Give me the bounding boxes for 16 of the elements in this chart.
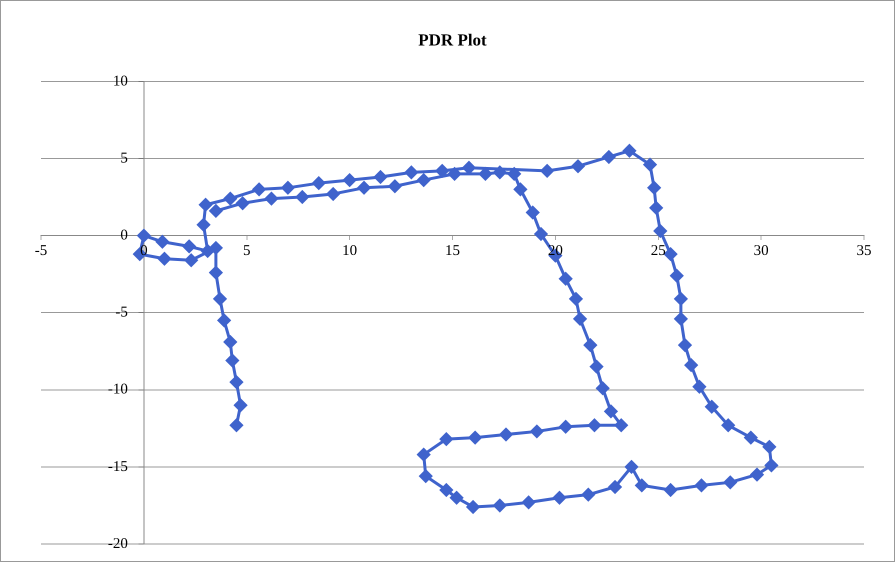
- y-tick-label: -20: [108, 536, 128, 552]
- x-tick-label: 0: [140, 243, 148, 260]
- y-tick-label: 0: [120, 228, 128, 244]
- x-tick-label: 10: [342, 243, 358, 260]
- y-tick-label: -5: [115, 304, 128, 321]
- y-tick-label: -15: [108, 458, 128, 475]
- y-tick-label: 5: [120, 150, 128, 166]
- x-tick-label: 35: [856, 243, 872, 260]
- y-tick-label: 10: [112, 73, 128, 90]
- y-tick-label: -10: [108, 382, 128, 398]
- x-tick-label: 30: [754, 243, 769, 260]
- x-tick-label: 25: [650, 243, 666, 260]
- x-tick-label: 5: [243, 243, 250, 260]
- x-tick-label: -5: [34, 243, 48, 260]
- chart-title: PDR Plot: [418, 30, 488, 50]
- x-tick-label: 15: [445, 243, 460, 260]
